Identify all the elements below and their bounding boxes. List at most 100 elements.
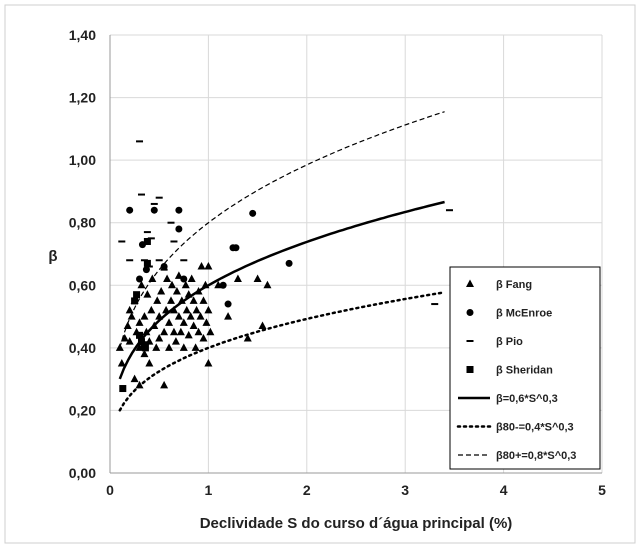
data-point-dash: [118, 240, 126, 243]
data-point-triangle: [184, 290, 193, 298]
data-point-dash: [137, 193, 145, 196]
data-point-triangle: [233, 274, 242, 283]
data-point-triangle: [153, 296, 162, 304]
legend-marker-square: [466, 366, 474, 373]
data-point-triangle: [120, 333, 129, 342]
data-point-circle: [224, 300, 232, 308]
legend-label: β=0,6*S^0,3: [496, 393, 558, 405]
x-tick-label: 1: [205, 482, 213, 498]
data-point-triangle: [206, 327, 215, 336]
data-point-dash: [150, 202, 158, 205]
data-point-dash: [180, 259, 188, 262]
data-point-triangle: [174, 271, 183, 279]
legend-label: β80+=0,8*S^0,3: [496, 450, 576, 462]
data-point-triangle: [204, 305, 213, 314]
data-point-triangle: [123, 321, 132, 329]
data-point-circle: [136, 275, 144, 283]
data-point-dash: [170, 240, 178, 243]
data-point-triangle: [127, 312, 136, 320]
data-point-triangle: [243, 333, 252, 342]
legend-label: β Pio: [496, 336, 523, 348]
x-tick-label: 2: [303, 482, 311, 498]
data-point-triangle: [174, 312, 183, 320]
data-point-triangle: [152, 343, 161, 351]
x-tick-label: 5: [598, 482, 606, 498]
data-point-dash: [155, 259, 163, 262]
data-point-circle: [180, 275, 188, 283]
data-point-triangle: [135, 343, 144, 351]
data-point-circle: [160, 263, 168, 271]
data-point-dash: [160, 268, 168, 271]
data-point-triangle: [177, 296, 186, 304]
data-point-triangle: [176, 327, 185, 336]
fit-line: [118, 291, 446, 412]
data-point-triangle: [191, 343, 200, 351]
data-point-triangle: [143, 290, 152, 298]
data-point-triangle: [184, 330, 193, 339]
data-point-triangle: [115, 343, 124, 351]
data-point-triangle: [150, 321, 159, 329]
y-tick-label: 0,40: [69, 340, 96, 356]
data-point-circle: [150, 206, 158, 214]
data-point-dash: [445, 209, 453, 212]
y-tick-label: 0,60: [69, 277, 96, 293]
data-point-triangle: [135, 318, 144, 326]
data-point-triangle: [135, 380, 144, 389]
data-point-triangle: [145, 359, 154, 367]
data-point-triangle: [160, 380, 169, 389]
data-point-triangle: [165, 318, 174, 326]
data-point-triangle: [117, 359, 126, 367]
data-point-triangle: [201, 280, 210, 289]
data-point-triangle: [167, 280, 176, 289]
legend-box: [449, 266, 601, 470]
legend-label: β80-=0,4*S^0,3: [496, 422, 574, 434]
data-point-triangle: [199, 296, 208, 304]
y-tick-label: 1,40: [69, 27, 96, 43]
data-point-dash: [167, 221, 175, 224]
data-point-circle: [126, 206, 134, 214]
legend-marker-triangle: [466, 279, 474, 287]
x-axis-title: Declividade S do curso d´água principal …: [200, 515, 513, 532]
data-point-triangle: [148, 274, 157, 283]
x-tick-label: 0: [106, 482, 114, 498]
data-point-triangle: [162, 305, 171, 314]
data-point-triangle: [140, 349, 149, 358]
data-point-triangle: [194, 287, 203, 295]
x-tick-label: 3: [401, 482, 409, 498]
data-point-triangle: [186, 312, 195, 320]
data-points: [115, 140, 453, 393]
data-point-triangle: [172, 287, 181, 295]
legend-label: β McEnroe: [496, 308, 552, 320]
data-point-triangle: [160, 327, 169, 336]
data-point-triangle: [169, 327, 178, 336]
data-point-triangle: [179, 343, 188, 351]
data-point-dash: [143, 231, 151, 234]
data-point-triangle: [125, 337, 134, 345]
data-point-triangle: [169, 305, 178, 314]
data-point-square: [119, 385, 127, 393]
data-point-triangle: [196, 312, 205, 320]
y-tick-label: 1,20: [69, 90, 96, 106]
data-point-circle: [285, 259, 293, 267]
data-point-triangle: [204, 359, 213, 367]
data-point-dash: [155, 196, 163, 199]
data-point-triangle: [165, 343, 174, 351]
data-point-triangle: [171, 337, 180, 345]
data-point-triangle: [163, 274, 172, 283]
data-point-triangle: [258, 321, 267, 329]
data-point-triangle: [167, 296, 176, 304]
data-point-circle: [142, 266, 150, 274]
data-point-triangle: [197, 262, 206, 270]
data-point-triangle: [189, 296, 198, 304]
data-point-circle: [219, 281, 227, 289]
data-point-square: [133, 291, 141, 299]
data-point-triangle: [187, 274, 196, 283]
data-point-triangle: [130, 374, 139, 383]
data-point-triangle: [204, 262, 213, 270]
data-point-square: [131, 297, 139, 305]
data-point-triangle: [137, 280, 146, 289]
data-point-triangle: [179, 318, 188, 326]
data-point-circle: [249, 209, 257, 217]
data-point-circle: [232, 244, 240, 252]
